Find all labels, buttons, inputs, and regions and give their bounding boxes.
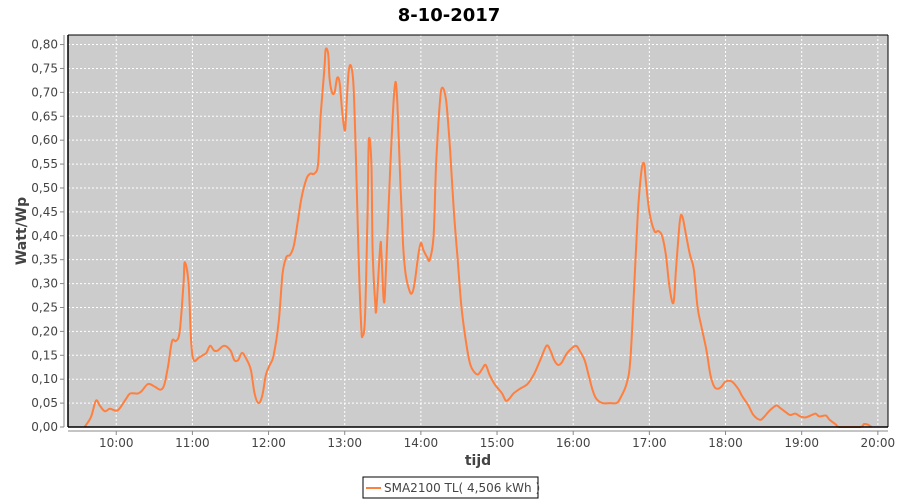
y-tick-label: 0,45 bbox=[31, 205, 58, 219]
y-tick-label: 0,50 bbox=[31, 181, 58, 195]
x-tick-label: 12:00 bbox=[251, 436, 286, 450]
legend-box bbox=[362, 476, 539, 499]
x-tick-label: 20:00 bbox=[861, 436, 896, 450]
x-axis-label: tijd bbox=[465, 453, 491, 469]
y-axis-ticks: 0,00 0,05 0,10 0,15 0,20 0,25 0,30 0,35 0,40 0,45… bbox=[31, 38, 64, 434]
chart-title: 8-10-2017 bbox=[398, 5, 501, 26]
x-tick-label: 14:00 bbox=[404, 436, 439, 450]
y-tick-label: 0,10 bbox=[31, 372, 58, 386]
x-tick-label: 15:00 bbox=[480, 436, 515, 450]
y-tick-label: 0,65 bbox=[31, 109, 58, 123]
x-tick-label: 13:00 bbox=[327, 436, 362, 450]
x-tick-label: 16:00 bbox=[556, 436, 591, 450]
x-tick-label: 11:00 bbox=[175, 436, 210, 450]
series-group bbox=[83, 47, 873, 428]
y-tick-label: 0,20 bbox=[31, 324, 58, 338]
legend: SMA2100 TL( 4,506 kWh ) bbox=[362, 476, 540, 499]
y-tick-label: 0,40 bbox=[31, 229, 58, 243]
y-tick-label: 0,30 bbox=[31, 277, 58, 291]
x-tick-label: 18:00 bbox=[708, 436, 743, 450]
y-tick-label: 0,60 bbox=[31, 133, 58, 147]
y-axis-label: Watt/Wp bbox=[14, 197, 30, 265]
series-line bbox=[83, 47, 873, 428]
x-axis-ticks: 10:00 11:00 12:00 13:00 14:00 15:00 16:00 17:00… bbox=[99, 431, 895, 450]
y-tick-label: 0,15 bbox=[31, 348, 58, 362]
y-tick-label: 0,80 bbox=[31, 38, 58, 52]
x-tick-label: 19:00 bbox=[784, 436, 819, 450]
y-tick-label: 0,75 bbox=[31, 61, 58, 75]
grid bbox=[68, 35, 888, 427]
plot-area bbox=[68, 35, 888, 427]
y-tick-label: 0,70 bbox=[31, 85, 58, 99]
x-tick-label: 10:00 bbox=[99, 436, 134, 450]
y-tick-label: 0,35 bbox=[31, 253, 58, 267]
y-tick-label: 0,05 bbox=[31, 396, 58, 410]
y-tick-label: 0,00 bbox=[31, 420, 58, 434]
y-tick-label: 0,55 bbox=[31, 157, 58, 171]
legend-label: SMA2100 TL( 4,506 kWh ) bbox=[384, 481, 540, 495]
x-tick-label: 17:00 bbox=[632, 436, 667, 450]
y-tick-label: 0,25 bbox=[31, 300, 58, 314]
